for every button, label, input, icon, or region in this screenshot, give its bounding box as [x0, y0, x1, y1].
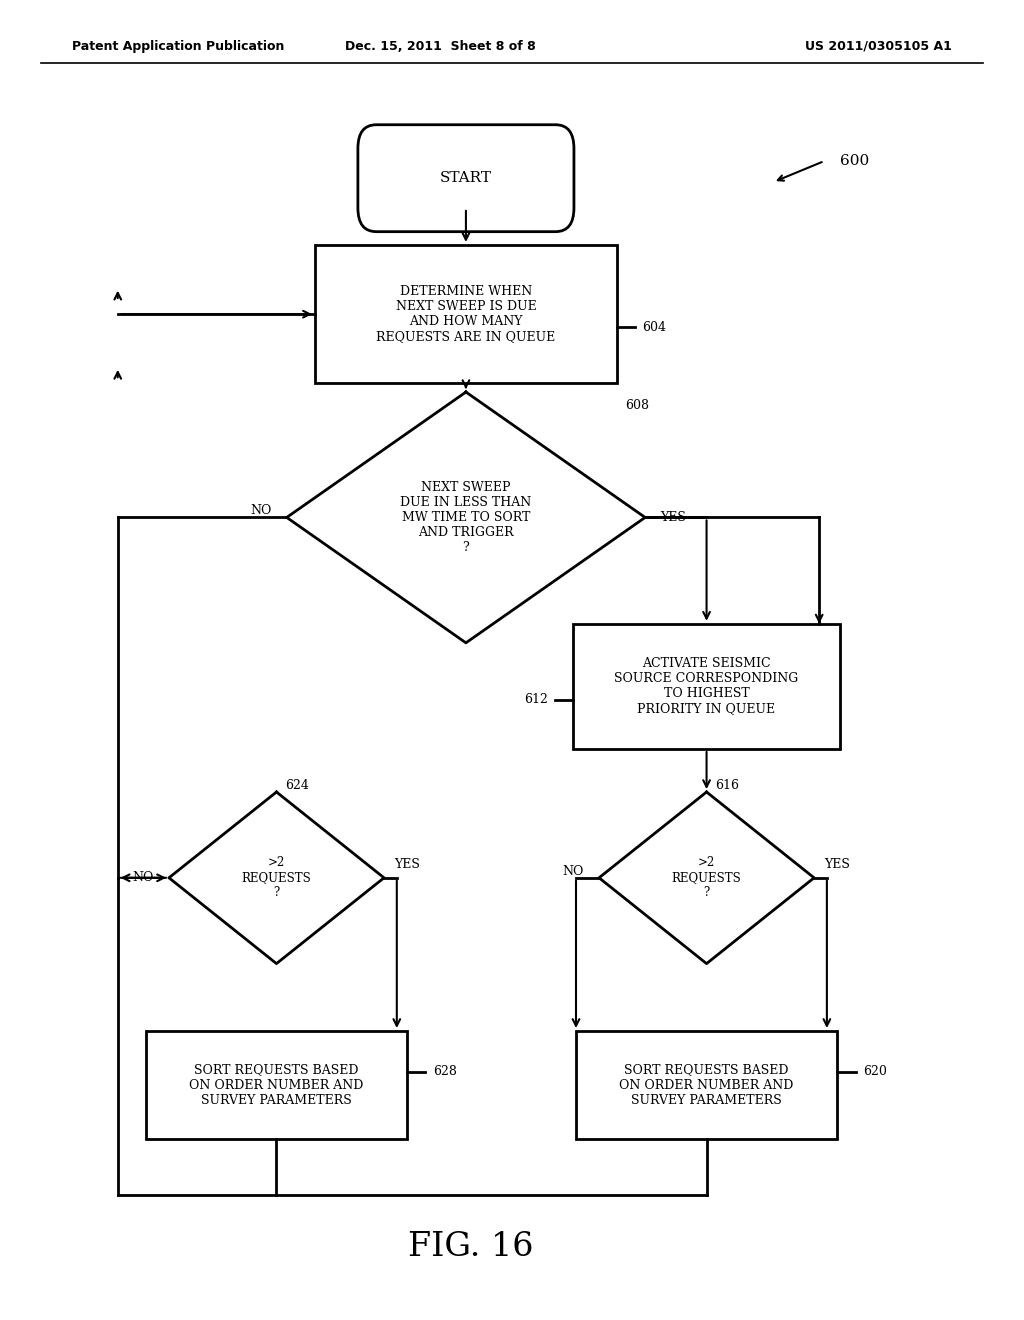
Text: US 2011/0305105 A1: US 2011/0305105 A1	[806, 40, 952, 53]
Text: 600: 600	[840, 154, 869, 168]
FancyBboxPatch shape	[358, 125, 573, 232]
Text: 624: 624	[285, 779, 308, 792]
Text: NO: NO	[562, 865, 584, 878]
Text: 628: 628	[433, 1065, 457, 1078]
Bar	[146, 1031, 408, 1139]
Bar	[573, 624, 840, 750]
Text: SORT REQUESTS BASED
ON ORDER NUMBER AND
SURVEY PARAMETERS: SORT REQUESTS BASED ON ORDER NUMBER AND …	[620, 1064, 794, 1106]
Text: NO: NO	[250, 504, 271, 517]
Bar	[575, 1031, 838, 1139]
Text: >2
REQUESTS
?: >2 REQUESTS ?	[242, 857, 311, 899]
Text: 620: 620	[862, 1065, 887, 1078]
Text: 608: 608	[625, 399, 648, 412]
Text: ACTIVATE SEISMIC
SOURCE CORRESPONDING
TO HIGHEST
PRIORITY IN QUEUE: ACTIVATE SEISMIC SOURCE CORRESPONDING TO…	[614, 657, 799, 715]
Text: 604: 604	[643, 321, 667, 334]
Text: START: START	[440, 172, 492, 185]
Text: YES: YES	[660, 511, 686, 524]
Text: FIG. 16: FIG. 16	[409, 1232, 534, 1263]
Text: >2
REQUESTS
?: >2 REQUESTS ?	[672, 857, 741, 899]
Polygon shape	[287, 392, 645, 643]
Polygon shape	[169, 792, 384, 964]
Text: Dec. 15, 2011  Sheet 8 of 8: Dec. 15, 2011 Sheet 8 of 8	[345, 40, 536, 53]
Text: SORT REQUESTS BASED
ON ORDER NUMBER AND
SURVEY PARAMETERS: SORT REQUESTS BASED ON ORDER NUMBER AND …	[189, 1064, 364, 1106]
Text: DETERMINE WHEN
NEXT SWEEP IS DUE
AND HOW MANY
REQUESTS ARE IN QUEUE: DETERMINE WHEN NEXT SWEEP IS DUE AND HOW…	[376, 285, 556, 343]
Polygon shape	[599, 792, 814, 964]
Text: 612: 612	[524, 693, 548, 706]
Text: NEXT SWEEP
DUE IN LESS THAN
MW TIME TO SORT
AND TRIGGER
?: NEXT SWEEP DUE IN LESS THAN MW TIME TO S…	[400, 480, 531, 554]
Text: NO: NO	[132, 871, 154, 884]
Text: YES: YES	[394, 858, 420, 871]
Text: YES: YES	[824, 858, 850, 871]
Text: 616: 616	[715, 779, 738, 792]
Text: Patent Application Publication: Patent Application Publication	[72, 40, 284, 53]
Bar	[315, 244, 616, 383]
